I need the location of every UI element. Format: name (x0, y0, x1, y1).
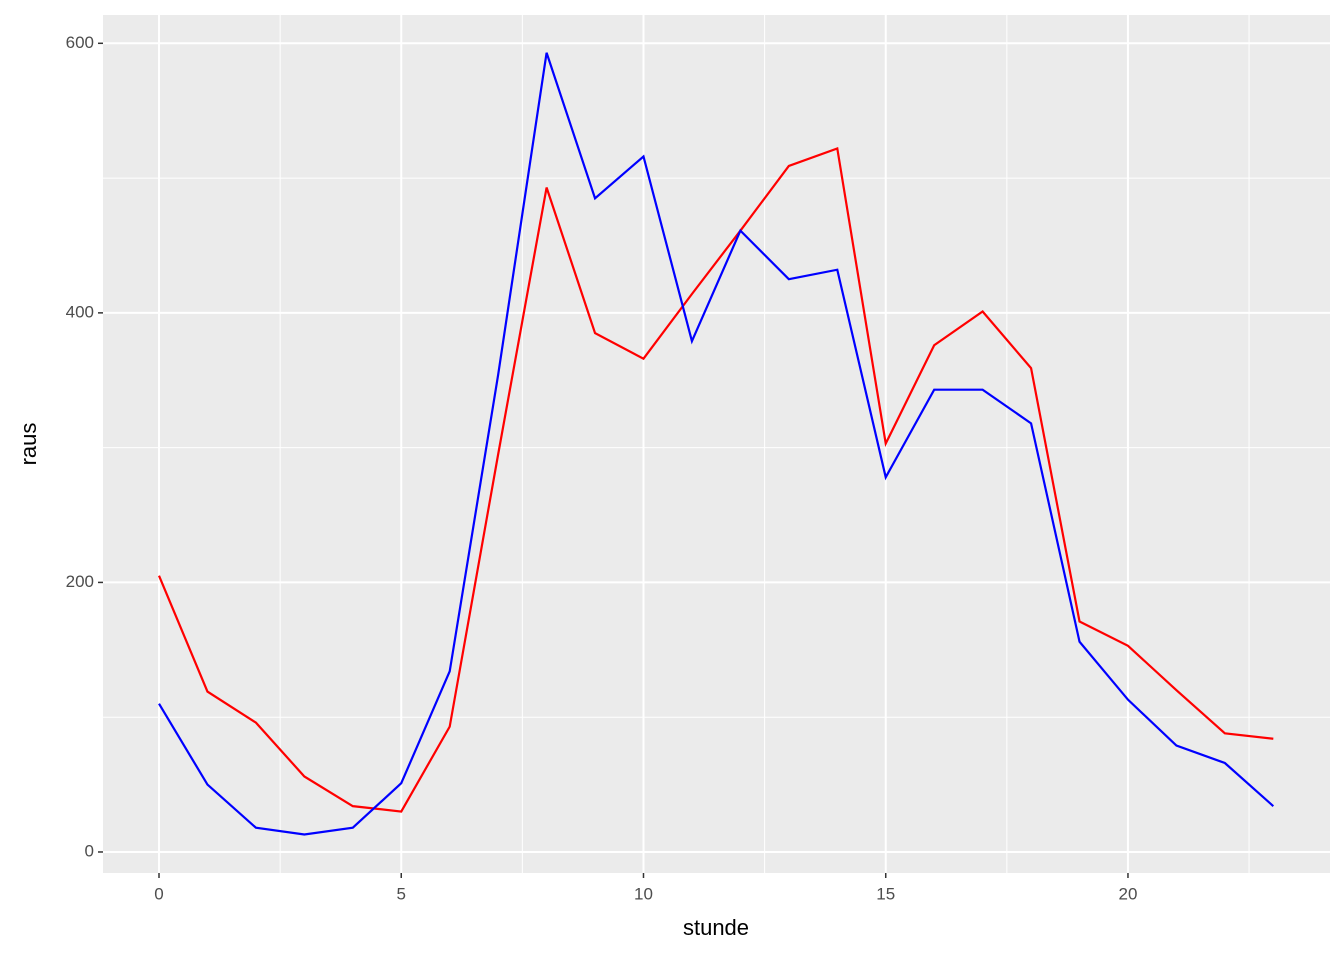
x-tick-label: 10 (634, 884, 653, 903)
y-axis-title: raus (16, 423, 41, 466)
y-tick-label: 200 (66, 572, 94, 591)
y-tick-label: 0 (85, 841, 94, 860)
line (158, 52, 1275, 836)
x-tick-label: 5 (397, 884, 406, 903)
y-tick-label: 400 (66, 302, 94, 321)
x-tick-label: 20 (1119, 884, 1138, 903)
x-tick-label: 15 (876, 884, 895, 903)
y-tick-label: 600 (66, 33, 94, 52)
x-axis-title: stunde (683, 915, 749, 940)
x-tick-label: 0 (154, 884, 163, 903)
line (157, 146, 1274, 813)
panel (103, 15, 1330, 873)
